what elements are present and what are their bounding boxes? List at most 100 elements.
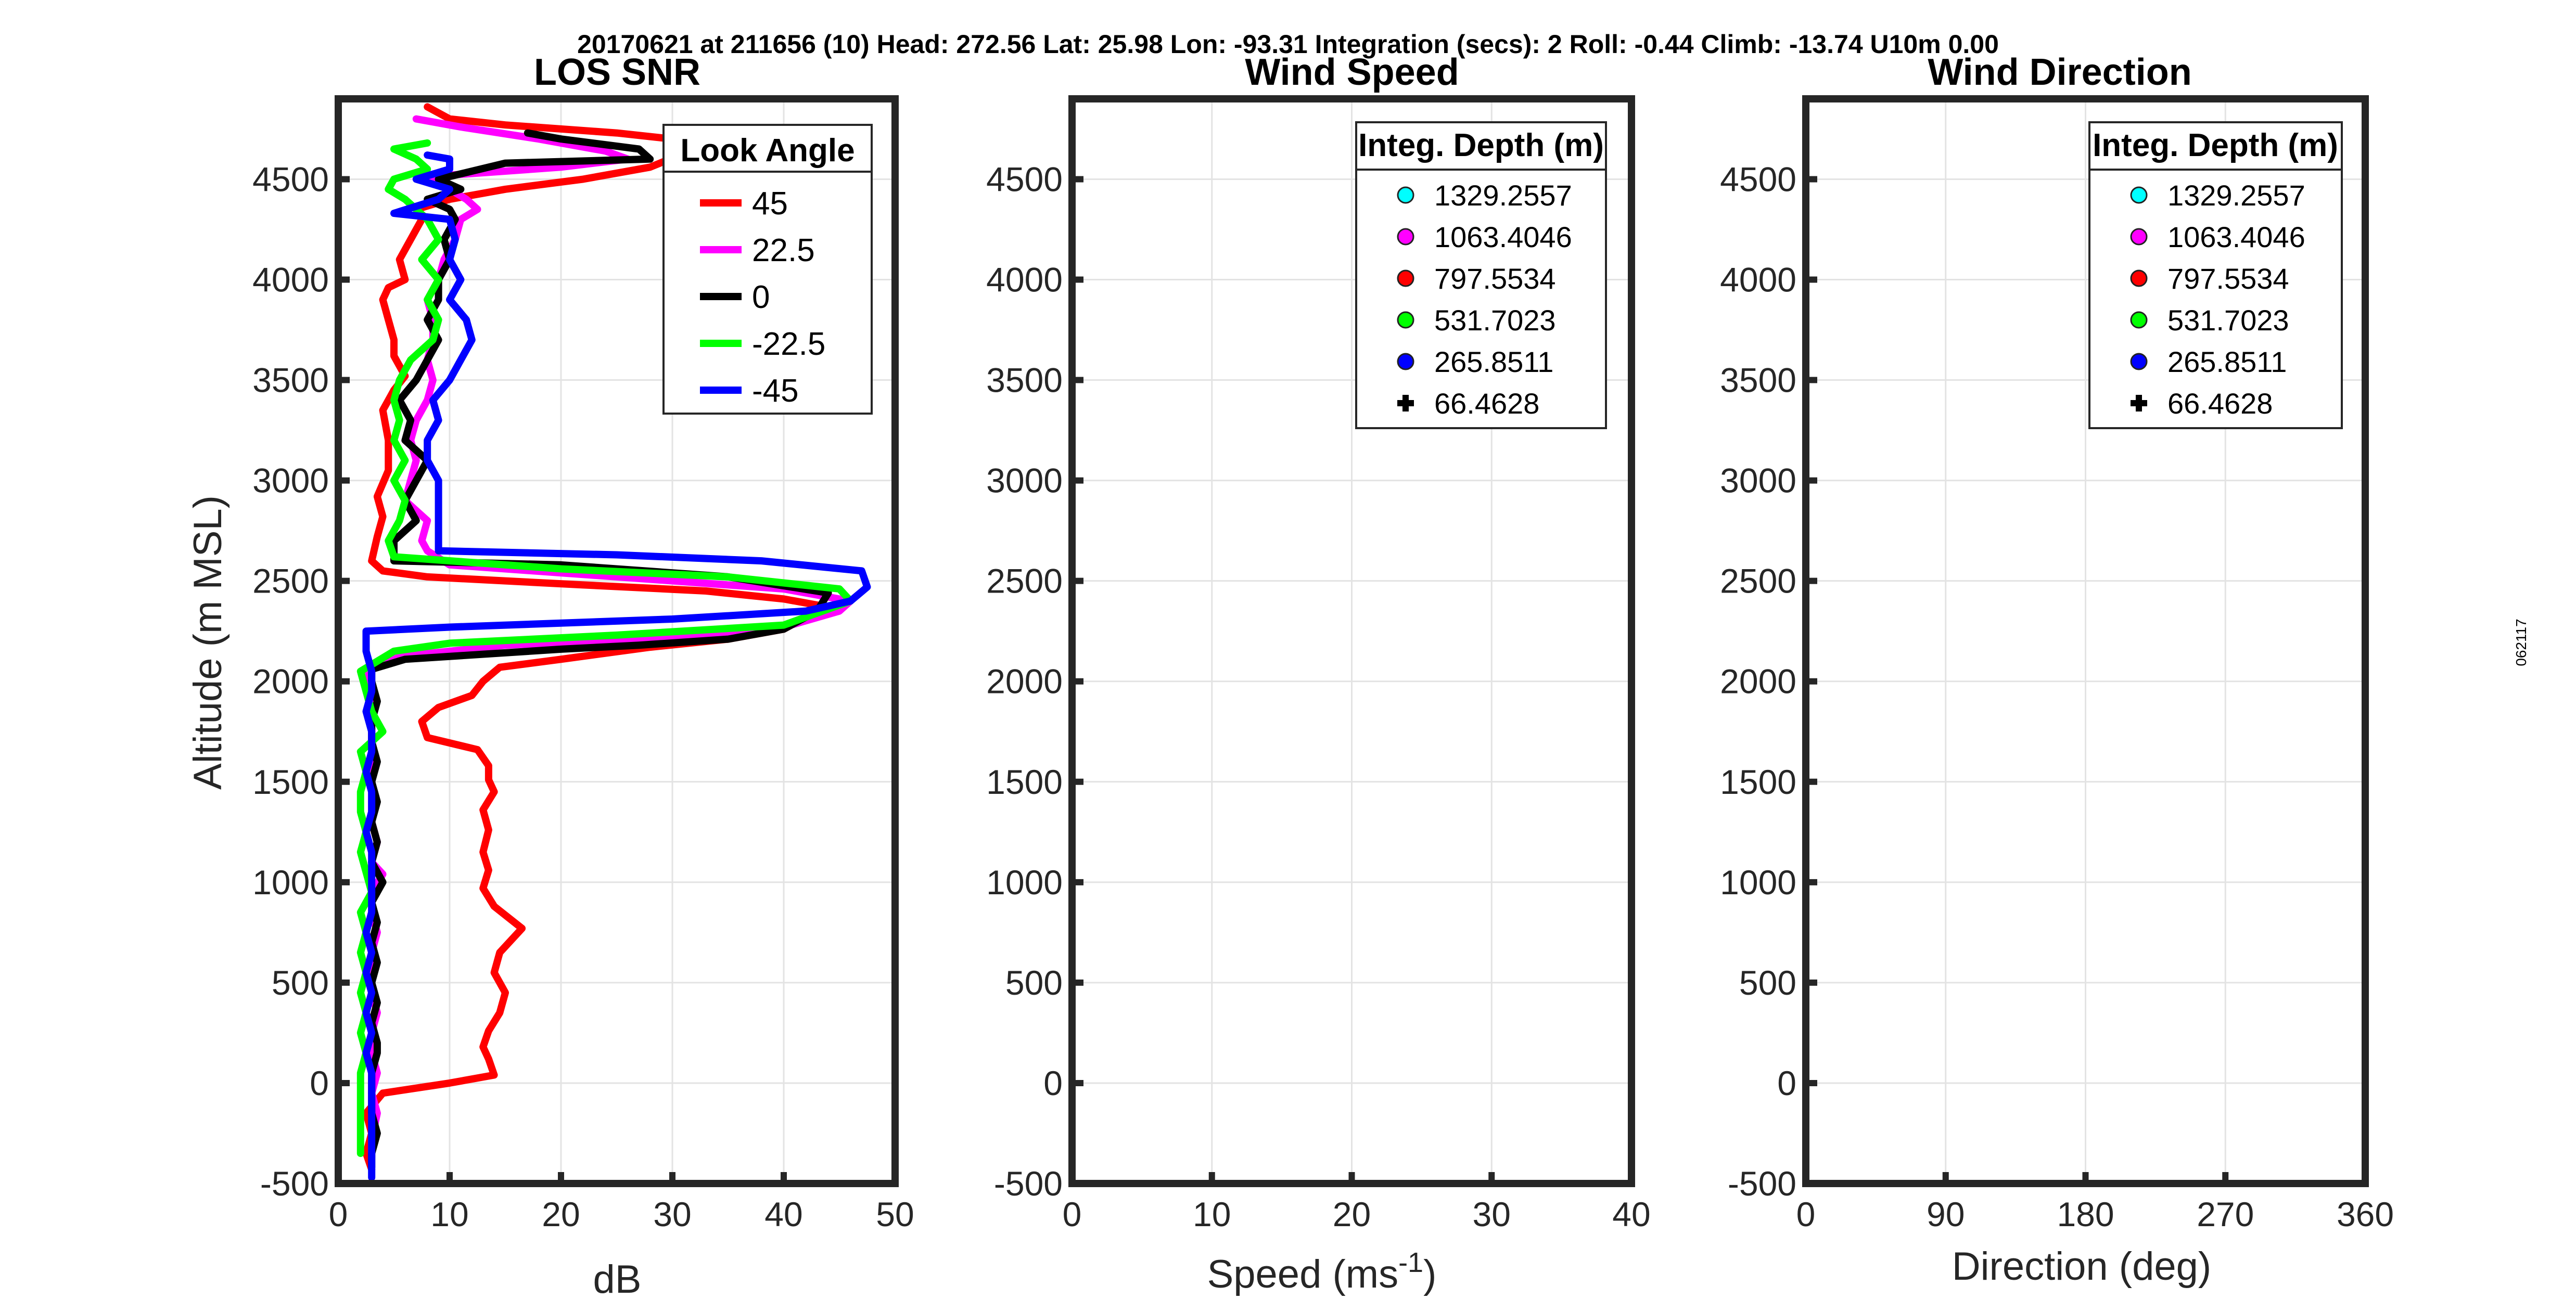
legend-label-0: 0	[752, 279, 770, 315]
y-axis-label-los-snr: Altitude (m MSL)	[186, 495, 230, 790]
axes-frame-wind-direction	[1802, 95, 2369, 1187]
legend-marker-1063p4046	[1397, 228, 1414, 246]
legend-label-531p7023: 531.7023	[1434, 304, 1556, 337]
legend-entries-integ-depth-direction: 1329.2557 1063.4046 797.5534 531.7023 265.85…	[2130, 179, 2305, 420]
x-tick-label-30: 30	[653, 1195, 691, 1233]
legend-label-66p4628: 66.4628	[2167, 387, 2273, 420]
y-tick-label-3500: 3500	[252, 361, 329, 400]
legend-marker-265p8511	[1397, 353, 1414, 370]
y-tick-label-1500: 1500	[986, 763, 1063, 801]
y-tick-label--500: -500	[260, 1164, 329, 1203]
legend-marker-1063p4046	[2130, 228, 2148, 246]
figure-suptitle: 20170621 at 211656 (10) Head: 272.56 Lat…	[577, 30, 1999, 59]
legend-label-1329p2557: 1329.2557	[2167, 179, 2305, 212]
chart-title-wind-direction: Wind Direction	[1928, 52, 2191, 93]
y-tick-label-3500: 3500	[1720, 361, 1796, 400]
y-tick-label-500: 500	[1739, 963, 1796, 1002]
x-tick-label-10: 10	[1193, 1195, 1231, 1233]
y-tick-label-4500: 4500	[1720, 160, 1796, 198]
y-tick-label-3000: 3000	[252, 461, 329, 500]
y-tick-label-4000: 4000	[1720, 261, 1796, 299]
plot-area-los-snr	[356, 103, 871, 1181]
y-tick-label-2500: 2500	[1720, 562, 1796, 600]
legend-label-531p7023: 531.7023	[2167, 304, 2289, 337]
y-tick-label-2000: 2000	[252, 662, 329, 701]
ticks-wind-direction: 0 90 180 270 360-500050010001500200025003000…	[1720, 160, 2394, 1233]
legend-label-1063p4046: 1063.4046	[1434, 221, 1572, 253]
y-tick-label-4500: 4500	[252, 160, 329, 198]
x-tick-label-0: 0	[329, 1195, 348, 1233]
legend-integ-depth-direction: Integ. Depth (m) 1329.2557 1063.4046 797.5…	[2088, 121, 2343, 429]
x-tick-label-20: 20	[542, 1195, 580, 1233]
y-tick-label-2000: 2000	[1720, 662, 1796, 701]
legend-integ-depth-speed: Integ. Depth (m) 1329.2557 1063.4046 797.5…	[1355, 121, 1607, 429]
x-tick-label-0: 0	[1796, 1195, 1816, 1233]
y-tick-label-3000: 3000	[1720, 461, 1796, 500]
y-tick-label-3000: 3000	[986, 461, 1063, 500]
legend-box-look-angle	[662, 124, 873, 415]
grid-wind-speed	[1072, 99, 1631, 1184]
y-tick-label-4500: 4500	[986, 160, 1063, 198]
legend-title-look-angle: Look Angle	[680, 133, 855, 169]
legend-label-22p5: 22.5	[752, 233, 815, 268]
legend-label-1063p4046: 1063.4046	[2167, 221, 2305, 253]
x-tick-label-10: 10	[430, 1195, 468, 1233]
chart-title-los-snr: LOS SNR	[534, 52, 700, 93]
legend-label-45: 45	[752, 186, 788, 222]
y-tick-label-1500: 1500	[252, 763, 329, 801]
y-tick-label-4000: 4000	[252, 261, 329, 299]
legend-label-265p8511: 265.8511	[1434, 345, 1553, 378]
legend-label-797p5534: 797.5534	[2167, 262, 2289, 295]
legend-label-797p5534: 797.5534	[1434, 262, 1556, 295]
panel-los-snr: LOS SNR 0 10 20 30 40 50-50005001000150020002…	[186, 52, 914, 1302]
legend-marker-531p7023	[2130, 311, 2148, 329]
x-tick-label-40: 40	[1612, 1195, 1650, 1233]
series-line--45	[362, 151, 871, 1181]
y-tick-label-0: 0	[1777, 1064, 1796, 1102]
x-axis-label-wind-speed: Speed (ms-1)	[1207, 1247, 1437, 1296]
y-tick-label-0: 0	[310, 1064, 329, 1102]
legend-title-integ-depth-speed: Integ. Depth (m)	[1358, 127, 1604, 163]
side-tag: 062117	[2513, 619, 2529, 666]
x-tick-label-90: 90	[1927, 1195, 1965, 1233]
legend-label--22p5: -22.5	[752, 326, 825, 362]
axes-frame-wind-speed	[1068, 95, 1635, 1187]
y-tick-label-1000: 1000	[1720, 863, 1796, 902]
legend-label-1329p2557: 1329.2557	[1434, 179, 1572, 212]
x-tick-label-270: 270	[2197, 1195, 2254, 1233]
y-tick-label-4000: 4000	[986, 261, 1063, 299]
axes-frame-los-snr	[335, 95, 899, 1187]
legend-entries-look-angle: 45 22.5 0 -22.5 -45	[700, 186, 825, 409]
legend-title-integ-depth-direction: Integ. Depth (m)	[2093, 127, 2338, 163]
legend-marker-66p4628	[2131, 395, 2147, 411]
y-tick-label--500: -500	[1728, 1164, 1796, 1203]
series-line-0	[368, 129, 832, 1172]
legend-marker-797p5534	[2130, 269, 2148, 287]
y-tick-label-3500: 3500	[986, 361, 1063, 400]
legend-marker-797p5534	[1397, 269, 1414, 287]
y-tick-label-500: 500	[1005, 963, 1063, 1002]
ticks-los-snr: 0 10 20 30 40 50-5000500100015002000250030003…	[252, 160, 914, 1233]
y-tick-label-500: 500	[272, 963, 329, 1002]
x-axis-label-close-wind-speed: )	[1423, 1252, 1436, 1296]
panel-wind-speed: Wind Speed 0 10 20 30 40-5000500100015002000…	[986, 52, 1651, 1296]
legend-marker-1329p2557	[1397, 186, 1414, 204]
y-tick-label-1000: 1000	[252, 863, 329, 902]
legend-label--45: -45	[752, 373, 799, 409]
x-tick-label-360: 360	[2337, 1195, 2394, 1233]
x-tick-label-50: 50	[876, 1195, 914, 1233]
y-tick-label-2500: 2500	[252, 562, 329, 600]
y-tick-label--500: -500	[994, 1164, 1063, 1203]
legend-marker-66p4628	[1397, 395, 1414, 411]
series-line--22p5	[356, 139, 855, 1157]
x-tick-label-0: 0	[1063, 1195, 1082, 1233]
legend-entries-integ-depth-speed: 1329.2557 1063.4046 797.5534 531.7023 265.85…	[1397, 179, 1572, 420]
x-tick-label-20: 20	[1333, 1195, 1371, 1233]
x-tick-label-30: 30	[1473, 1195, 1511, 1233]
y-tick-label-1500: 1500	[1720, 763, 1796, 801]
y-tick-label-2000: 2000	[986, 662, 1063, 701]
x-axis-label-text-wind-speed: Speed (ms	[1207, 1252, 1399, 1296]
legend-look-angle: Look Angle 45 22.5 0 -22.5 -45	[662, 124, 873, 415]
legend-marker-265p8511	[2130, 353, 2148, 370]
